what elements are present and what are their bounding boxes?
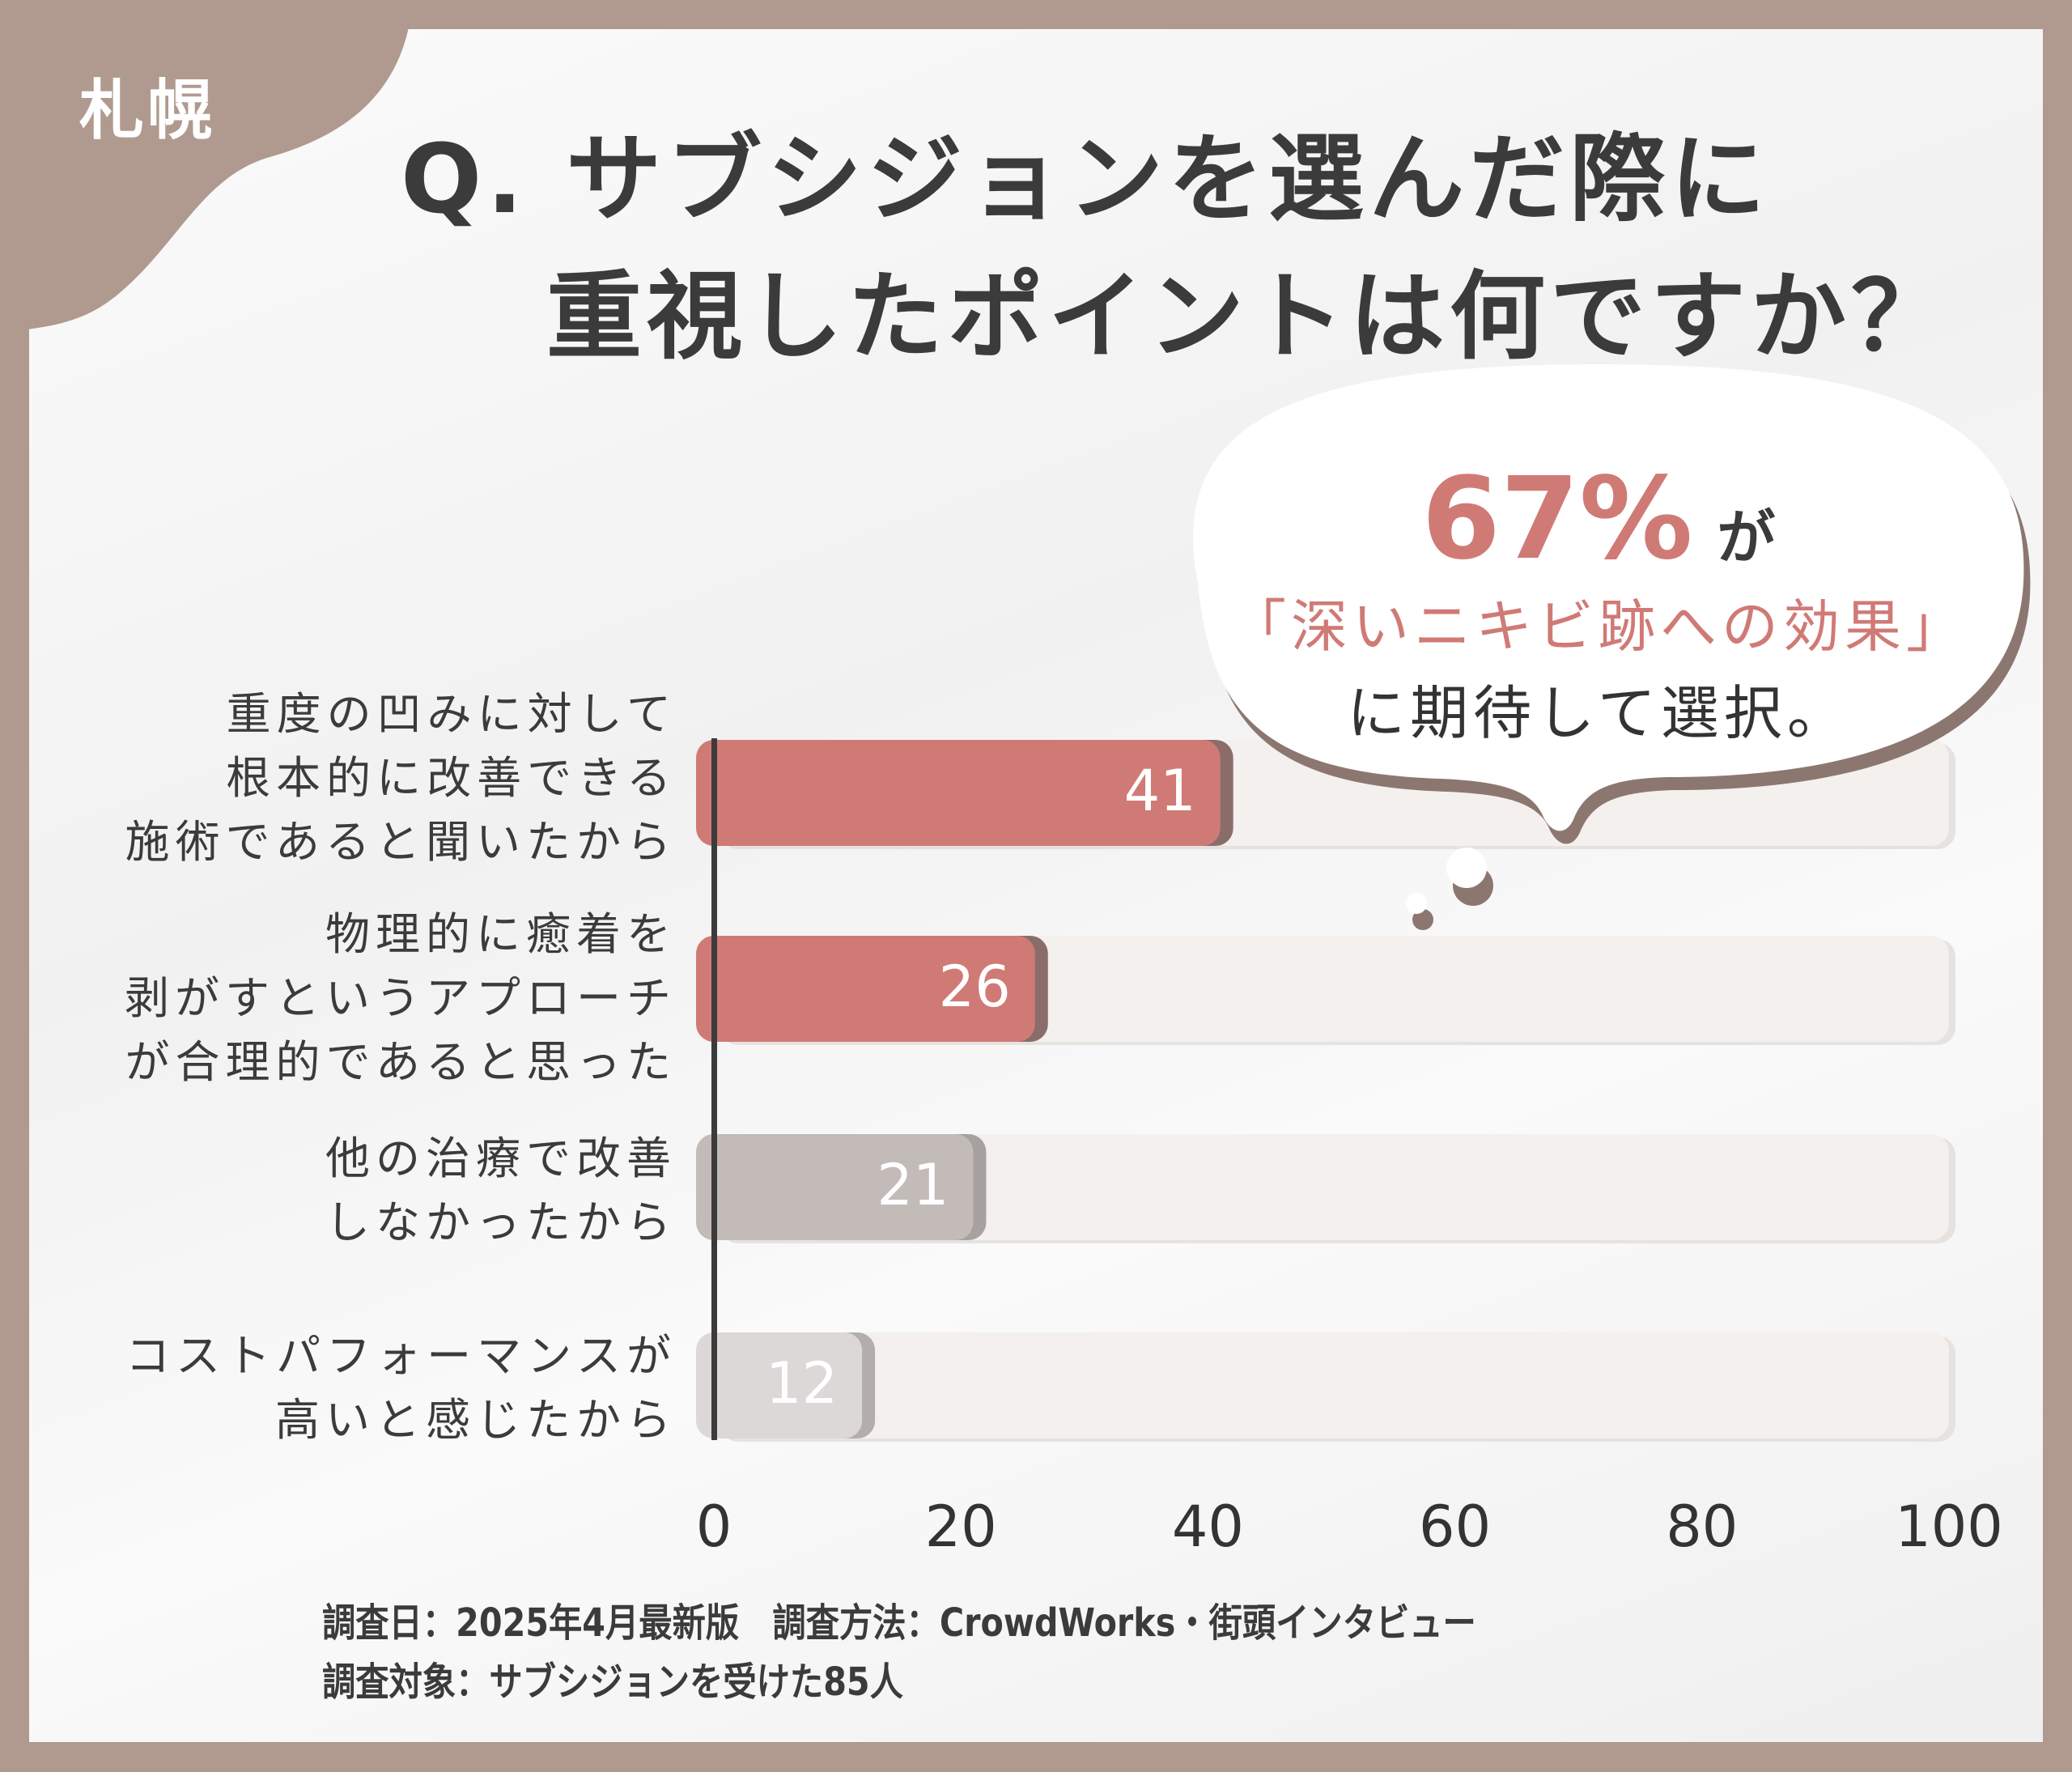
- x-tick-label: 80: [1666, 1494, 1739, 1560]
- bar: [696, 936, 1035, 1042]
- survey-info-line1: 調査日：2025年4月最新版 調査方法：CrowdWorks・街頭インタビュー: [322, 1600, 1476, 1646]
- city-badge: 札幌: [79, 73, 215, 148]
- y-axis-line: [711, 738, 717, 1440]
- bar: [696, 1332, 863, 1438]
- bar-track: [714, 1332, 1949, 1438]
- bars-group: [696, 740, 1955, 1442]
- category-label: 物理的に癒着を 剥がすというアプローチ が合理的であると思った: [124, 908, 677, 1088]
- corner-badge-shape: [0, 0, 413, 332]
- callout-highlight: 「深いニキビ跡への効果」: [1229, 593, 1968, 660]
- speech-bubble: [1193, 364, 2031, 930]
- category-label: 重度の凹みに対して 根本的に改善できる 施術であると聞いたから: [125, 688, 677, 868]
- category-label: コストパフォーマンスが 高いと感じたから: [125, 1330, 677, 1446]
- x-tick-label: 20: [924, 1494, 997, 1560]
- callout-particle: が: [1717, 504, 1776, 572]
- x-tick-label: 0: [695, 1494, 732, 1560]
- callout-tail: に期待して選択。: [1347, 679, 1850, 747]
- survey-info-line2: 調査対象：サブシジョンを受けた85人: [322, 1659, 903, 1705]
- bar-track: [714, 1134, 1949, 1240]
- bar: [696, 1134, 974, 1240]
- category-label: 他の治療で改善 しなかったから: [325, 1132, 677, 1248]
- bar-value-label: 12: [766, 1350, 839, 1417]
- chart-title-line1: Q. サブシジョンを選んだ際に: [401, 123, 1771, 235]
- bar: [696, 740, 1221, 846]
- bar-value-label: 26: [938, 954, 1011, 1020]
- bar-value-label: 21: [877, 1152, 949, 1218]
- x-tick-label: 40: [1171, 1494, 1244, 1560]
- x-tick-label: 100: [1895, 1494, 2003, 1560]
- callout-percent-line: 67% が: [1178, 453, 2019, 585]
- x-tick-label: 60: [1419, 1494, 1492, 1560]
- chart-title-line2: 重視したポイントは何ですか？: [546, 261, 1952, 372]
- chart-panel: [29, 29, 2043, 1742]
- callout-percent: 67%: [1421, 453, 1693, 585]
- bar-value-label: 41: [1123, 758, 1196, 824]
